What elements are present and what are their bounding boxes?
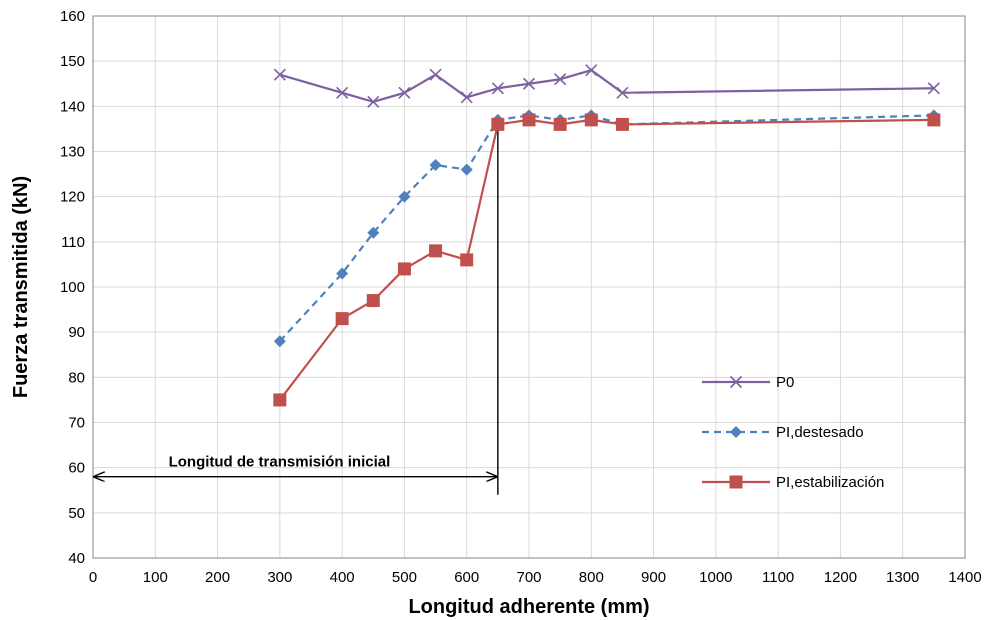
marker-x-stroke xyxy=(491,82,504,95)
annotation: Longitud de transmisión inicial xyxy=(94,124,499,495)
series-3-point xyxy=(522,113,536,127)
marker-x-stroke xyxy=(585,64,598,77)
x-tick-label: 1100 xyxy=(762,569,794,586)
x-tick-label: 600 xyxy=(454,569,479,586)
y-tick-label: 130 xyxy=(60,144,85,161)
x-tick-label: 100 xyxy=(143,569,168,586)
x-tick-label: 900 xyxy=(641,569,666,586)
series-3-point xyxy=(429,244,443,258)
marker-x-stroke xyxy=(729,375,743,389)
series-3-point xyxy=(491,117,505,131)
y-tick-label: 90 xyxy=(68,324,85,341)
legend: P0 PI,destesado PI,estabilización xyxy=(702,374,884,491)
series-1-point xyxy=(336,86,349,99)
series-1-point xyxy=(429,68,442,81)
y-axis-title: Fuerza transmitida (kN) xyxy=(10,176,32,398)
marker-x-stroke xyxy=(273,68,286,81)
series-1-point xyxy=(522,77,536,90)
series-3-point xyxy=(366,294,380,308)
y-tick-label: 60 xyxy=(68,460,85,477)
series-3 xyxy=(273,113,941,407)
series-1-point xyxy=(585,64,598,77)
y-tick-label: 160 xyxy=(60,8,85,25)
legend-label: PI,estabilización xyxy=(776,474,884,491)
series-1-point xyxy=(460,91,473,104)
marker-x-stroke xyxy=(398,86,411,99)
x-axis-ticks: 0 100 200 300 400 500 600 700 800 900 1000 1100 1200… xyxy=(89,569,982,586)
series-1-point xyxy=(554,73,567,86)
marker-x-stroke xyxy=(429,68,442,81)
y-axis-ticks: 40 50 60 70 80 90 100 110 120 130 140 150 160 xyxy=(60,8,85,567)
annotation-label: Longitud de transmisión inicial xyxy=(169,454,391,471)
x-axis-title: Longitud adherente (mm) xyxy=(408,596,649,618)
x-tick-label: 1300 xyxy=(886,569,919,586)
series-2-point xyxy=(367,226,380,239)
series-3-point xyxy=(927,113,941,127)
series-2-point xyxy=(273,335,286,348)
x-tick-label: 1000 xyxy=(699,569,732,586)
series-1-point xyxy=(273,68,286,81)
y-tick-label: 110 xyxy=(61,234,85,251)
legend-marker xyxy=(730,426,742,438)
x-tick-label: 700 xyxy=(516,569,541,586)
series-3-point xyxy=(273,393,287,407)
series-3-point xyxy=(584,113,598,127)
marker-x-stroke xyxy=(927,82,940,95)
y-tick-label: 50 xyxy=(68,505,85,522)
y-tick-label: 150 xyxy=(60,53,85,70)
series-1-point xyxy=(398,86,411,99)
series-1-point xyxy=(927,82,940,95)
series-1-point xyxy=(367,95,380,108)
x-tick-label: 300 xyxy=(267,569,292,586)
x-tick-label: 500 xyxy=(392,569,417,586)
series-2-point xyxy=(460,163,473,176)
marker-x-stroke xyxy=(460,91,473,104)
marker-x-stroke xyxy=(554,73,567,86)
series-group xyxy=(273,64,941,407)
y-tick-label: 140 xyxy=(60,98,85,115)
series-1 xyxy=(273,64,940,108)
x-tick-label: 0 xyxy=(89,569,97,586)
legend-item-3: PI,estabilización xyxy=(702,474,884,491)
marker-x-stroke xyxy=(367,95,380,108)
marker-x-stroke xyxy=(522,77,536,90)
y-tick-label: 70 xyxy=(68,415,85,432)
series-2-point xyxy=(429,159,442,172)
series-3-point xyxy=(460,253,474,267)
series-2-point xyxy=(336,267,349,280)
plot-area-border xyxy=(92,15,966,559)
legend-label: PI,destesado xyxy=(776,424,864,441)
series-3-point xyxy=(553,117,567,131)
legend-item-1: P0 xyxy=(702,374,794,391)
series-1-point xyxy=(491,82,504,95)
y-tick-label: 80 xyxy=(68,369,85,386)
x-tick-label: 400 xyxy=(330,569,355,586)
legend-marker xyxy=(729,475,743,489)
y-tick-label: 100 xyxy=(60,279,85,296)
series-3-point xyxy=(615,117,629,131)
legend-marker xyxy=(729,375,743,389)
x-tick-label: 1200 xyxy=(824,569,857,586)
grid xyxy=(92,15,966,559)
series-1-point xyxy=(616,86,629,99)
legend-item-2: PI,destesado xyxy=(702,424,864,441)
marker-x-stroke xyxy=(336,86,349,99)
x-tick-label: 1400 xyxy=(948,569,981,586)
x-tick-label: 800 xyxy=(579,569,604,586)
y-tick-label: 40 xyxy=(68,550,85,567)
series-1-line xyxy=(279,69,934,103)
legend-label: P0 xyxy=(776,374,794,391)
y-tick-label: 120 xyxy=(60,189,85,206)
x-tick-label: 200 xyxy=(205,569,230,586)
marker-x-stroke xyxy=(616,86,629,99)
series-3-point xyxy=(335,312,349,326)
series-3-point xyxy=(397,262,411,276)
series-2-point xyxy=(398,190,411,203)
